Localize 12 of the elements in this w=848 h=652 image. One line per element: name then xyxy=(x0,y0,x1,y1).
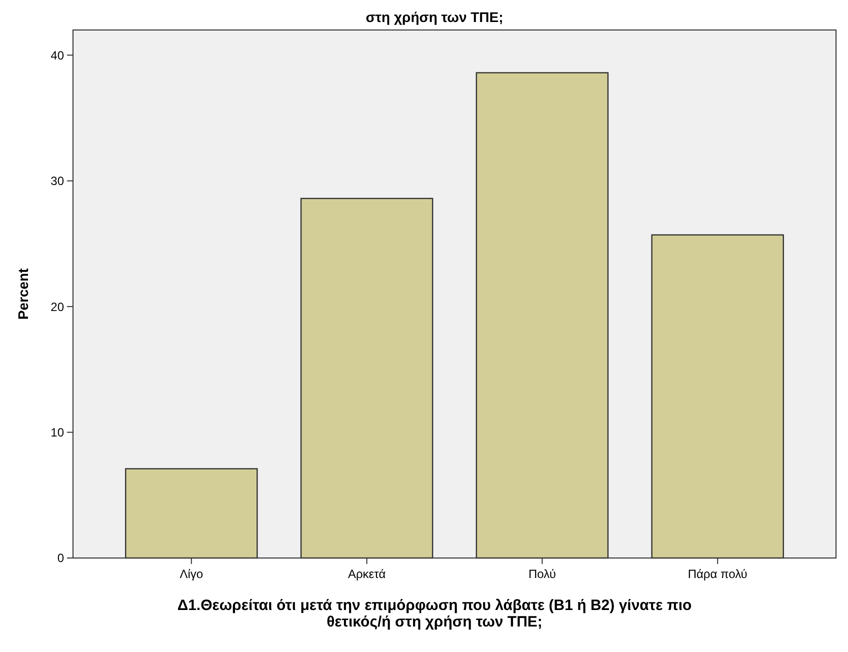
x-tick-label: Πολύ xyxy=(528,567,556,581)
y-tick-label: 30 xyxy=(50,174,64,188)
x-tick-label: Λίγο xyxy=(180,567,204,581)
y-tick-label: 20 xyxy=(50,300,64,314)
y-tick-label: 10 xyxy=(50,425,64,440)
x-tick-label: Αρκετά xyxy=(348,567,386,581)
y-axis-title: Percent xyxy=(15,268,31,320)
y-tick-label: 40 xyxy=(50,48,64,62)
y-tick-label: 0 xyxy=(57,551,64,566)
x-axis-title: Δ1.Θεωρείται ότι μετά την επιμόρφωση που λάβατε (Β1 ή Β2) γίνατε πιο θετικός/ή στη χρήση των ΤΠΕ; xyxy=(177,597,692,630)
chart-title: στη χρήση των ΤΠΕ; xyxy=(366,9,504,25)
x-tick-label: Πάρα πολύ xyxy=(688,567,748,581)
